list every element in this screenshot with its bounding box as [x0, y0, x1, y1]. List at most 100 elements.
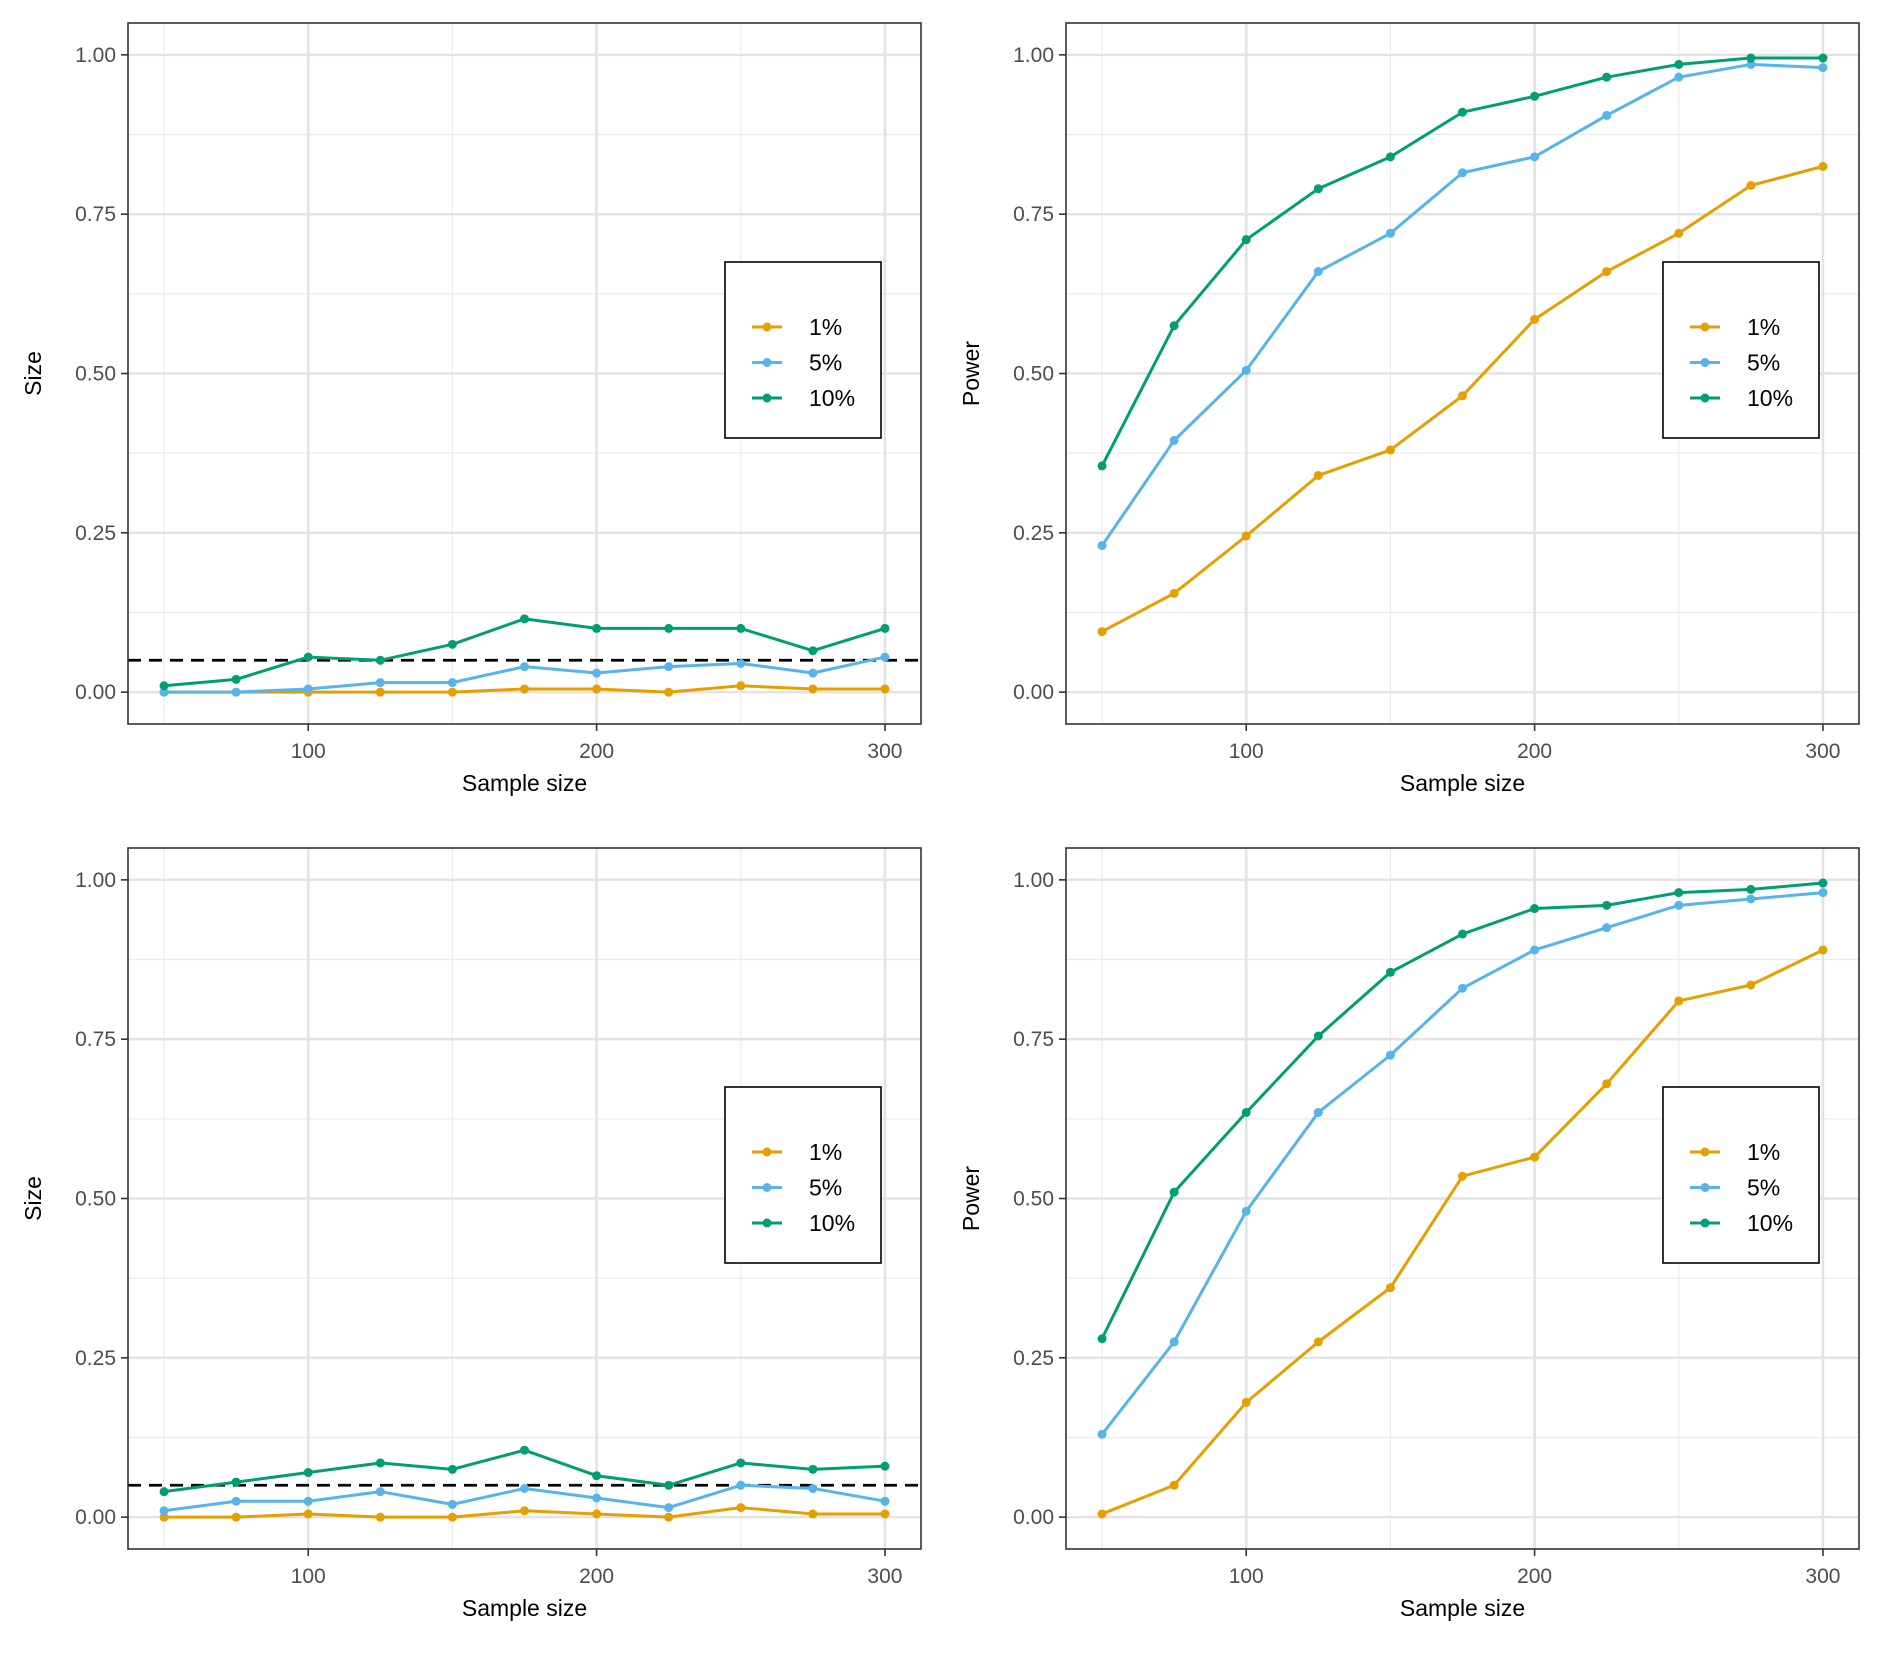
power-data-point [1169, 1187, 1179, 1197]
legend-label: 5% [809, 1175, 842, 1201]
legend-key-point [1700, 358, 1710, 367]
size-data-point [375, 655, 385, 665]
power-data-point [1313, 184, 1323, 194]
power-data-point [1097, 627, 1107, 637]
size-data-point [808, 668, 818, 678]
size-data-point [447, 687, 457, 697]
power-data-point [1097, 1334, 1107, 1344]
power-data-point [1746, 53, 1756, 63]
legend-label: 10% [809, 385, 855, 411]
legend-label: 10% [1747, 385, 1793, 411]
power-data-point [1313, 1337, 1323, 1347]
power-data-point [1746, 980, 1756, 990]
power-data-point [1241, 235, 1251, 245]
power-data-point [1818, 945, 1828, 955]
size-data-point [447, 1499, 457, 1509]
size-data-point [375, 678, 385, 688]
legend-label: 1% [1747, 1139, 1780, 1165]
power-data-point [1746, 884, 1756, 894]
power-data-point [1746, 894, 1756, 904]
power-data-point [1530, 314, 1540, 324]
chart-size-bottom: 0.00 0.25 0.50 0.75 1.00 100 200 300 Sample size… [20, 847, 922, 1621]
size-data-point [592, 1509, 602, 1519]
legend-key-point [762, 322, 772, 332]
size-data-point [375, 1458, 385, 1468]
power-data-point [1746, 59, 1756, 69]
size-data-point [159, 1506, 169, 1516]
size-data-point [736, 681, 746, 691]
y-tick-label: 0.75 [75, 203, 116, 226]
power-data-point [1818, 53, 1828, 63]
power-data-point [1097, 541, 1107, 551]
size-data-point [808, 1483, 818, 1493]
power-data-point [1602, 900, 1612, 910]
legend-key-point [1700, 1183, 1710, 1192]
power-data-point [1313, 1107, 1323, 1117]
x-tick-label: 300 [867, 740, 902, 763]
legend-box [724, 261, 882, 439]
power-data-point [1530, 945, 1540, 955]
power-data-point [1530, 904, 1540, 914]
legend-label: 1% [809, 1139, 842, 1165]
power-data-point [1385, 1050, 1395, 1060]
size-data-point [303, 652, 313, 662]
power-data-point [1385, 445, 1395, 455]
power-data-point [1818, 161, 1828, 171]
y-tick-label: 0.00 [1013, 681, 1054, 704]
size-data-point [303, 1509, 313, 1519]
x-tick-label: 200 [579, 740, 614, 763]
power-data-point [1458, 983, 1467, 993]
y-tick-label: 0.00 [1013, 1506, 1054, 1529]
y-tick-label: 1.00 [1013, 869, 1054, 892]
power-data-point [1241, 1107, 1251, 1117]
x-axis-title: Sample size [462, 770, 587, 796]
size-data-point [808, 684, 818, 694]
x-axis-title: Sample size [462, 1595, 587, 1621]
legend: 1% 5% 10% [724, 261, 882, 439]
power-data-point [1674, 59, 1684, 69]
power-data-point [1458, 1171, 1467, 1181]
size-data-point [447, 639, 457, 649]
size-data-point [231, 1477, 241, 1487]
y-tick-label: 0.25 [75, 522, 116, 545]
power-data-point [1458, 929, 1467, 939]
chart-power-bottom: 0.00 0.25 0.50 0.75 1.00 100 200 300 Sample size… [958, 847, 1860, 1621]
power-data-point [1241, 1206, 1251, 1216]
x-tick-label: 200 [1517, 1565, 1552, 1588]
power-data-point [1818, 63, 1828, 73]
legend-label: 10% [1747, 1210, 1793, 1236]
legend-key-point [1700, 1218, 1710, 1228]
chart-size-top: 0.00 0.25 0.50 0.75 1.00 100 200 300 Sample size… [20, 22, 922, 796]
size-data-point [664, 662, 674, 672]
power-data-point [1602, 110, 1612, 120]
chart-panel-size-top: 0.00 0.25 0.50 0.75 1.00 100 200 300 Sample size… [0, 0, 938, 825]
size-data-point [375, 687, 385, 697]
size-data-point [664, 687, 674, 697]
power-data-point [1674, 888, 1684, 898]
power-data-point [1313, 470, 1323, 480]
power-data-point [1674, 228, 1684, 238]
power-data-point [1602, 72, 1612, 82]
y-tick-label: 1.00 [75, 869, 116, 892]
legend-box [1662, 261, 1820, 439]
power-data-point [1458, 168, 1467, 178]
power-data-point [1169, 321, 1179, 331]
power-data-point [1674, 900, 1684, 910]
legend-label: 5% [1747, 1175, 1780, 1201]
power-data-point [1530, 91, 1540, 101]
size-data-point [736, 1480, 746, 1490]
size-data-point [880, 1496, 890, 1506]
power-data-point [1818, 888, 1828, 898]
power-data-point [1746, 181, 1756, 191]
legend-key-point [762, 393, 772, 403]
power-data-point [1097, 1429, 1107, 1439]
power-data-point [1530, 152, 1540, 162]
size-data-point [736, 658, 746, 668]
power-data-point [1530, 1152, 1540, 1162]
legend-label: 5% [1747, 350, 1780, 376]
x-axis-title: Sample size [1400, 1595, 1525, 1621]
legend-label: 1% [1747, 314, 1780, 340]
legend-label: 1% [809, 314, 842, 340]
size-data-point [159, 1512, 169, 1522]
size-data-point [592, 1471, 602, 1481]
